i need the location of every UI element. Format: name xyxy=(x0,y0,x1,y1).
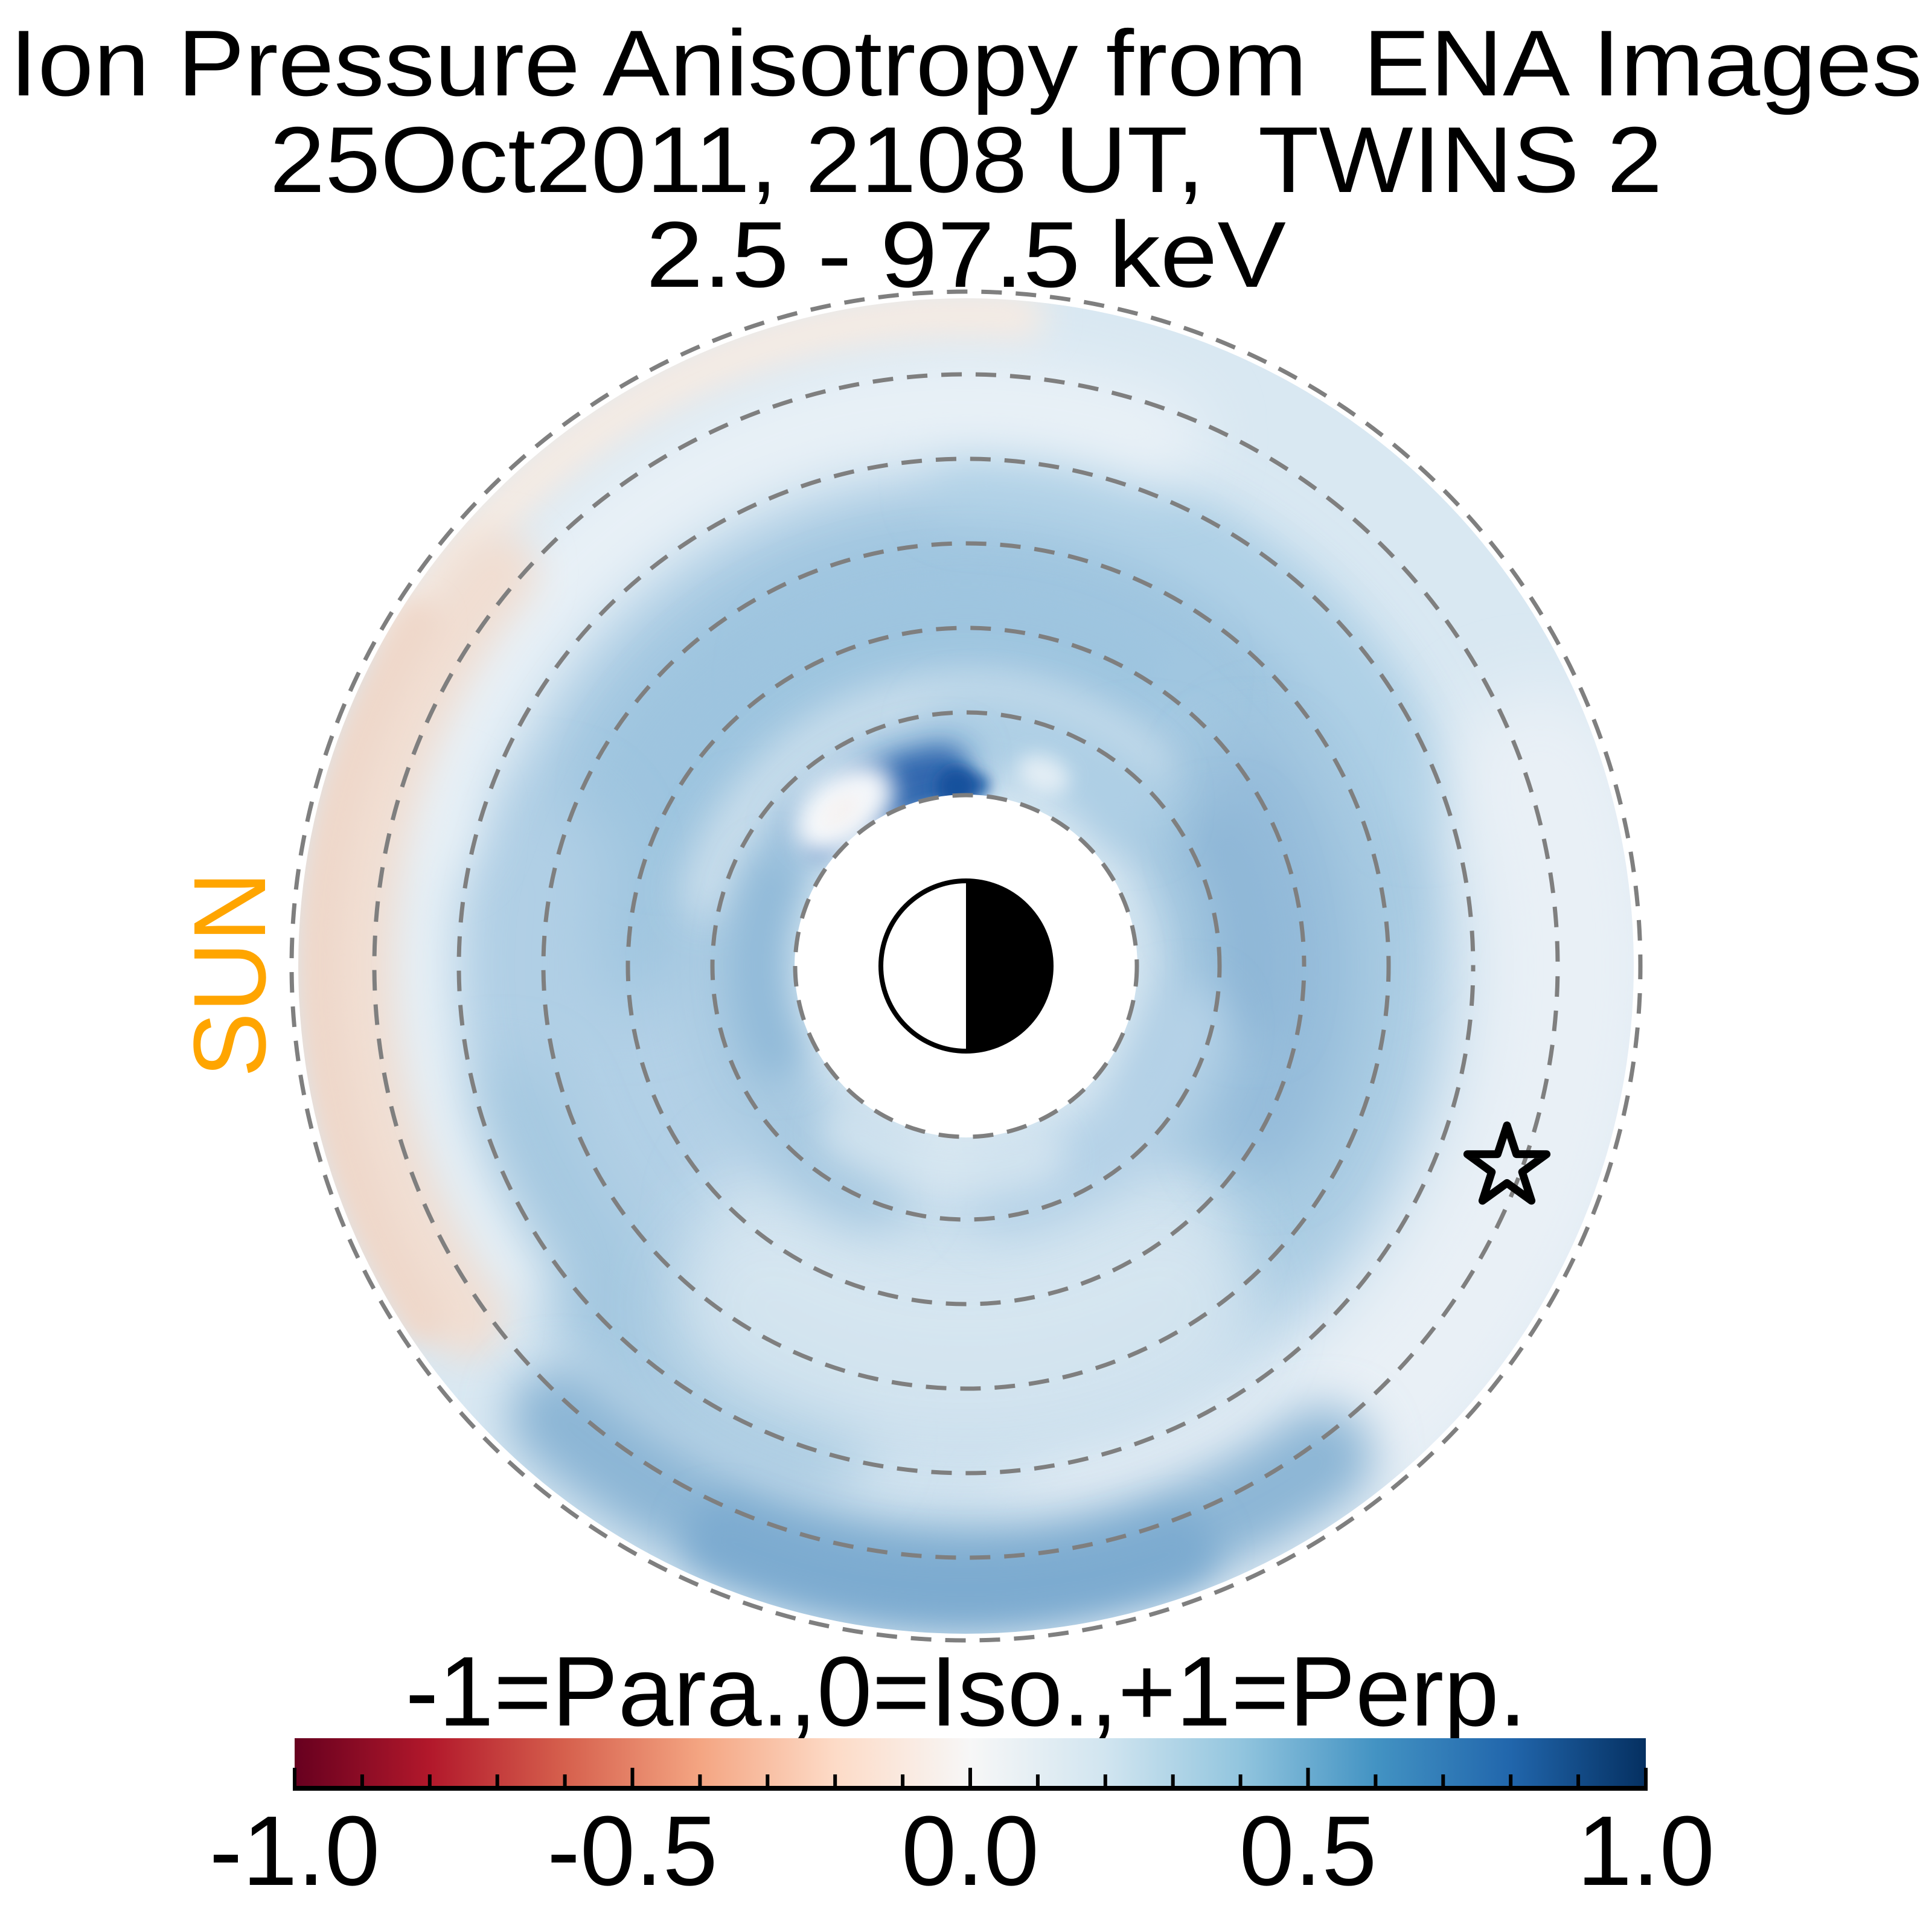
svg-text:Ion Pressure Anisotropy from: Ion Pressure Anisotropy from ENA Images xyxy=(10,11,1922,115)
svg-text:SUN: SUN xyxy=(173,872,287,1078)
svg-text:25Oct2011, 2108 UT, TWINS 2: 25Oct2011, 2108 UT, TWINS 2 xyxy=(270,107,1663,212)
svg-text:0.0: 0.0 xyxy=(901,1796,1039,1906)
svg-text:-0.5: -0.5 xyxy=(547,1796,718,1906)
svg-text:1.0: 1.0 xyxy=(1577,1796,1715,1906)
svg-text:-1.0: -1.0 xyxy=(210,1796,380,1906)
svg-text:2.5 - 97.5 keV: 2.5 - 97.5 keV xyxy=(646,202,1286,307)
svg-text:0.5: 0.5 xyxy=(1239,1796,1377,1906)
svg-text:-1=Para.,0=Iso.,+1=Perp.: -1=Para.,0=Iso.,+1=Perp. xyxy=(406,1636,1527,1747)
